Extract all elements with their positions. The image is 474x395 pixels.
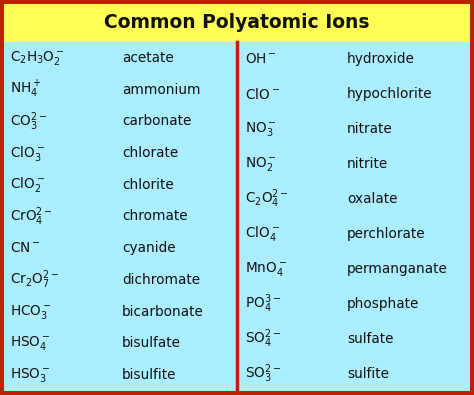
Text: cyanide: cyanide	[122, 241, 176, 255]
Text: $\mathregular{ClO_4^-}$: $\mathregular{ClO_4^-}$	[245, 224, 280, 243]
Text: $\mathregular{ClO_2^-}$: $\mathregular{ClO_2^-}$	[10, 175, 45, 194]
Text: nitrite: nitrite	[347, 157, 388, 171]
Text: $\mathregular{MnO_4^-}$: $\mathregular{MnO_4^-}$	[245, 260, 287, 278]
Text: hypochlorite: hypochlorite	[347, 87, 433, 102]
Text: $\mathregular{ClO_3^-}$: $\mathregular{ClO_3^-}$	[10, 143, 45, 163]
Text: perchlorate: perchlorate	[347, 227, 426, 241]
Text: ammonium: ammonium	[122, 83, 201, 97]
Text: permanganate: permanganate	[347, 262, 448, 276]
Text: $\mathregular{OH^-}$: $\mathregular{OH^-}$	[245, 53, 277, 66]
Text: $\mathregular{C_2O_4^{2-}}$: $\mathregular{C_2O_4^{2-}}$	[245, 188, 289, 211]
Text: $\mathregular{NH_4^+}$: $\mathregular{NH_4^+}$	[10, 79, 41, 100]
Text: hydroxide: hydroxide	[347, 53, 415, 66]
Text: $\mathregular{HSO_4^-}$: $\mathregular{HSO_4^-}$	[10, 335, 51, 352]
Text: $\mathregular{CrO_4^{2-}}$: $\mathregular{CrO_4^{2-}}$	[10, 205, 53, 228]
Text: sulfate: sulfate	[347, 332, 393, 346]
Text: $\mathregular{Cr_2O_7^{2-}}$: $\mathregular{Cr_2O_7^{2-}}$	[10, 269, 59, 291]
Text: dichromate: dichromate	[122, 273, 200, 287]
Text: $\mathregular{HCO_3^-}$: $\mathregular{HCO_3^-}$	[10, 303, 52, 321]
Text: phosphate: phosphate	[347, 297, 419, 311]
Text: chromate: chromate	[122, 209, 188, 224]
Text: carbonate: carbonate	[122, 114, 191, 128]
Text: $\mathregular{PO_4^{3-}}$: $\mathregular{PO_4^{3-}}$	[245, 292, 281, 315]
Text: bicarbonate: bicarbonate	[122, 305, 204, 319]
Text: sulfite: sulfite	[347, 367, 389, 380]
Text: $\mathregular{CO_3^{2-}}$: $\mathregular{CO_3^{2-}}$	[10, 110, 47, 133]
Text: $\mathregular{NO_2^-}$: $\mathregular{NO_2^-}$	[245, 155, 277, 173]
Bar	[4, 42, 470, 391]
Text: oxalate: oxalate	[347, 192, 398, 206]
Text: $\mathregular{SO_4^{2-}}$: $\mathregular{SO_4^{2-}}$	[245, 327, 282, 350]
Text: Common Polyatomic Ions: Common Polyatomic Ions	[104, 13, 370, 32]
Text: $\mathregular{HSO_3^-}$: $\mathregular{HSO_3^-}$	[10, 366, 51, 384]
Text: bisulfate: bisulfate	[122, 337, 181, 350]
Text: chlorite: chlorite	[122, 178, 174, 192]
Text: $\mathregular{C_2H_3O_2^-}$: $\mathregular{C_2H_3O_2^-}$	[10, 49, 64, 67]
Text: bisulfite: bisulfite	[122, 368, 176, 382]
Text: $\mathregular{NO_3^-}$: $\mathregular{NO_3^-}$	[245, 120, 277, 138]
Bar	[4, 4, 470, 42]
Text: nitrate: nitrate	[347, 122, 393, 136]
Text: chlorate: chlorate	[122, 146, 178, 160]
Text: acetate: acetate	[122, 51, 174, 65]
Text: $\mathregular{CN^-}$: $\mathregular{CN^-}$	[10, 241, 41, 255]
Text: $\mathregular{ClO^-}$: $\mathregular{ClO^-}$	[245, 87, 280, 102]
Text: $\mathregular{SO_3^{2-}}$: $\mathregular{SO_3^{2-}}$	[245, 362, 282, 385]
